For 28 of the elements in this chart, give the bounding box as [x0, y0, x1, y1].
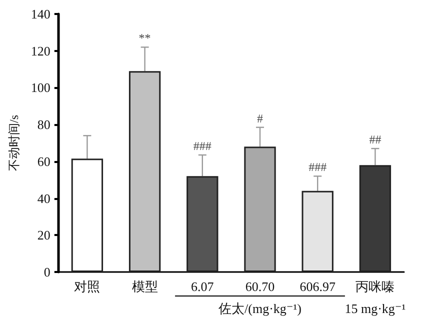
y-tick-label: 140	[30, 6, 50, 22]
x-tick-label: 模型	[132, 279, 158, 294]
annotation: ###	[193, 138, 212, 153]
y-tick-label: 40	[37, 190, 50, 206]
annotation: **	[138, 31, 151, 46]
y-tick-label: 100	[30, 80, 50, 96]
bar	[186, 176, 218, 272]
x-tick-label: 6.07	[191, 279, 214, 294]
bar	[128, 71, 161, 272]
y-tick-label: 120	[30, 43, 50, 58]
y-tick-label: 20	[37, 228, 50, 243]
y-axis-title: 不动时间/s	[7, 114, 21, 172]
x-tick-label: 对照	[74, 279, 100, 294]
annotation: ##	[369, 132, 382, 147]
x-tick-label: 丙咪嗪	[356, 279, 395, 294]
x-axis-title: 佐太/(mg·kg⁻¹)	[218, 301, 302, 316]
annotation: #	[257, 111, 263, 126]
y-tick-label: 60	[37, 154, 50, 169]
y-tick-label: 0	[44, 264, 50, 280]
bar	[359, 165, 392, 272]
y-tick-label: 80	[37, 117, 50, 132]
annotation: ###	[308, 160, 327, 174]
bar	[244, 146, 276, 272]
bar	[302, 190, 334, 272]
bar	[71, 158, 104, 272]
text: 15 mg·kg⁻¹	[344, 301, 406, 316]
x-tick-label: 60.70	[245, 279, 275, 294]
x-tick-label: 606.97	[300, 279, 336, 294]
